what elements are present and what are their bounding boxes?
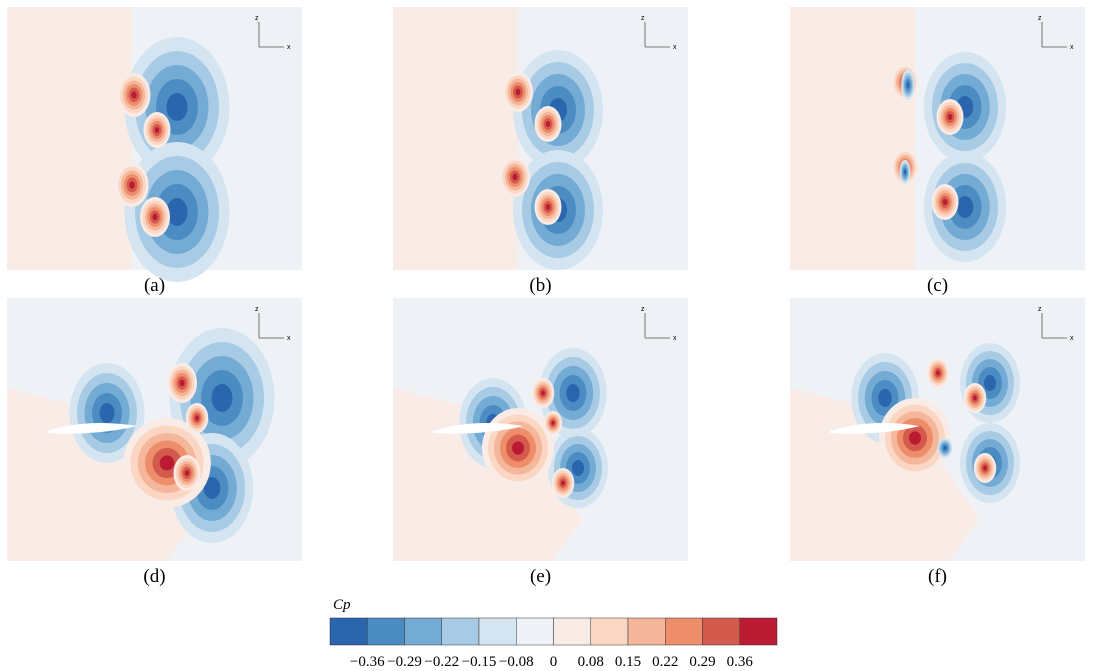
colorbar-swatch: [627, 617, 666, 646]
contour-panel: zx: [7, 298, 302, 561]
colorbar-swatch: [702, 617, 740, 646]
contour-level: [166, 93, 188, 121]
contour-level: [159, 455, 175, 471]
contour-level: [943, 446, 947, 450]
contour-level: [561, 480, 565, 486]
contour-level: [184, 470, 190, 476]
contour-level: [203, 477, 221, 499]
colorbar-swatch: [329, 617, 368, 646]
contour-level: [973, 395, 977, 401]
contour-level: [152, 213, 158, 221]
axis-label: x: [673, 44, 677, 51]
contour-level: [984, 375, 996, 391]
axis-label: z: [1038, 15, 1042, 22]
axis-label: z: [1038, 306, 1042, 313]
contour-level: [909, 431, 921, 445]
contour-level: [131, 91, 137, 99]
colorbar-swatch: [590, 617, 629, 646]
panel-label: (f): [928, 566, 947, 587]
contour-level: [906, 82, 910, 88]
colorbar-tick-label: 0.29: [689, 654, 715, 670]
airfoil: [47, 422, 137, 434]
colorbar-tick-label: −0.15: [462, 654, 497, 670]
axis-label: z: [641, 306, 645, 313]
colorbar-tick-label: 0.08: [578, 654, 604, 670]
colorbar-tick-label: 0: [550, 654, 558, 670]
colorbar-swatch: [739, 617, 778, 646]
panel-label: (c): [927, 275, 948, 296]
contour-level: [956, 196, 974, 218]
contour-level: [942, 199, 948, 205]
contour-level: [566, 384, 580, 402]
colorbar-swatch: [553, 617, 591, 646]
contour-level: [541, 390, 545, 396]
panel-label: (b): [529, 275, 551, 296]
colorbar-swatch: [404, 617, 442, 646]
colorbar-tick-label: 0.22: [652, 654, 678, 670]
contour-panel: zx: [393, 7, 688, 270]
colorbar-tick-label: 0.15: [615, 654, 641, 670]
contour-level: [179, 379, 185, 387]
axis-triad: zx: [255, 306, 291, 342]
axis-triad: zx: [641, 306, 677, 342]
axis-label: x: [1070, 44, 1074, 51]
contour-level: [572, 460, 584, 476]
positive-region: [790, 7, 915, 270]
contour-panel: zx: [790, 298, 1085, 561]
contour-panel: zx: [7, 7, 302, 282]
contour-level: [551, 421, 555, 425]
colorbar-tick-label: −0.08: [499, 654, 534, 670]
axis-triad: zx: [1038, 15, 1074, 51]
contour-level: [211, 384, 233, 412]
colorbar-swatch: [367, 617, 405, 646]
colorbar-tick-label: 0.36: [727, 654, 754, 670]
contour-level: [903, 169, 907, 175]
contour-level: [512, 173, 518, 181]
contour-level: [154, 127, 160, 133]
colorbar-label: Cp: [333, 597, 351, 613]
panel-label: (e): [530, 566, 551, 587]
contour-panel: zx: [393, 298, 688, 561]
axis-triad: zx: [255, 15, 291, 51]
contour-panel: zx: [790, 7, 1085, 270]
contour-level: [878, 389, 892, 407]
axis-label: x: [673, 335, 677, 342]
axis-label: z: [255, 306, 259, 313]
contour-level: [195, 415, 199, 421]
contour-level: [545, 204, 551, 210]
axis-triad: zx: [641, 15, 677, 51]
positive-region: [393, 7, 518, 270]
colorbar-tick-label: −0.22: [424, 654, 459, 670]
panel-label: (d): [143, 566, 165, 587]
contour-level: [512, 441, 524, 455]
colorbar-swatch: [516, 617, 554, 646]
contour-level: [166, 198, 188, 226]
axis-label: x: [287, 44, 291, 51]
contour-level: [515, 88, 521, 96]
axis-label: z: [641, 15, 645, 22]
colorbar-swatch: [478, 617, 517, 646]
contour-level: [983, 465, 987, 471]
positive-region: [7, 7, 132, 270]
axis-triad: zx: [1038, 306, 1074, 342]
panel-label: (a): [144, 275, 165, 296]
airfoil: [433, 422, 523, 434]
colorbar-swatch: [441, 617, 480, 646]
colorbar-swatch: [665, 617, 703, 646]
contour-level: [545, 121, 551, 127]
contour-level: [947, 114, 953, 120]
contour-level: [129, 181, 135, 189]
axis-label: z: [255, 15, 259, 22]
contour-level: [99, 403, 115, 423]
axis-label: x: [1070, 335, 1074, 342]
contour-level: [936, 370, 940, 376]
axis-label: x: [287, 335, 291, 342]
airfoil: [830, 422, 920, 434]
colorbar-tick-label: −0.36: [350, 654, 385, 670]
colorbar-tick-label: −0.29: [387, 654, 422, 670]
